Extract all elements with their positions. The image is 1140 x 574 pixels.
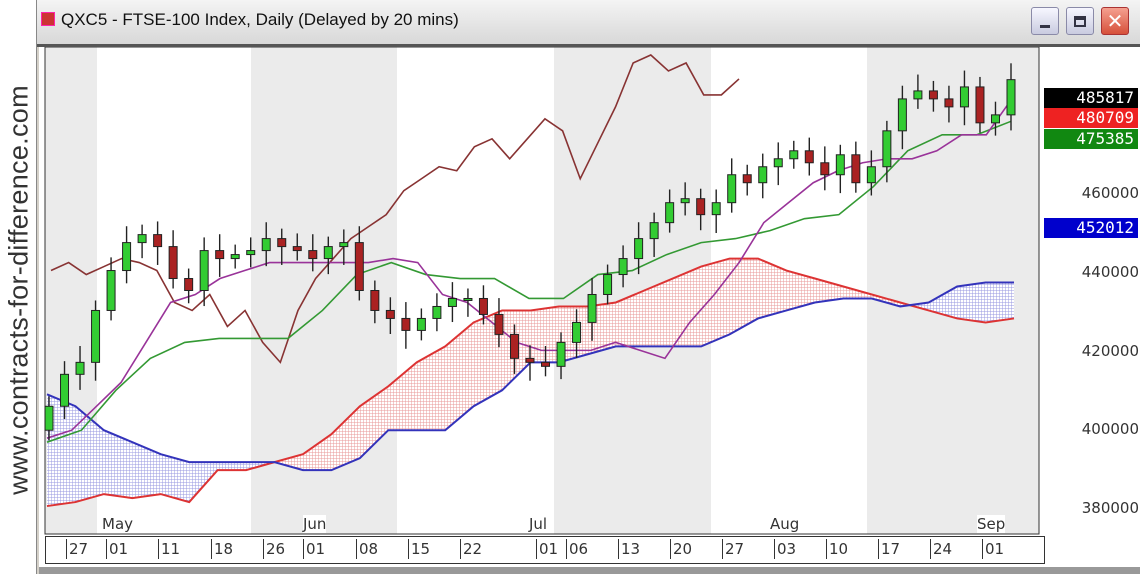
month-label: Jul: [529, 515, 548, 533]
y-tick: 380000: [1081, 499, 1139, 517]
x-tick: 15: [408, 539, 430, 559]
maximize-button[interactable]: [1066, 7, 1094, 35]
price-tag-kijun: 475385: [1044, 129, 1138, 149]
candlestick-plot[interactable]: [39, 47, 1140, 574]
x-tick: 01: [106, 539, 128, 559]
y-tick: 460000: [1081, 184, 1139, 202]
y-tick: 400000: [1081, 420, 1139, 438]
x-tick: 13: [618, 539, 640, 559]
price-tag-close: 485817: [1044, 88, 1138, 108]
x-tick: 10: [826, 539, 848, 559]
x-tick: 01: [303, 539, 325, 559]
title-bar[interactable]: QXC5 - FTSE-100 Index, Daily (Delayed by…: [37, 0, 1140, 47]
watermark: www.contracts-for-difference.com: [0, 0, 38, 574]
x-tick: 01: [536, 539, 558, 559]
chart-area[interactable]: 485817 480709 475385 452012 460000 44000…: [39, 47, 1140, 574]
x-tick: 01: [982, 539, 1004, 559]
month-label: May: [102, 515, 134, 533]
price-tag-senkou: 452012: [1044, 218, 1138, 238]
x-tick: 11: [158, 539, 180, 559]
x-axis[interactable]: 27 01 11 18 26 01 08 15 22 01 06 13 20 2…: [45, 536, 1045, 564]
window-bottom-border: [39, 567, 1140, 574]
x-tick: 18: [211, 539, 233, 559]
month-label: Aug: [770, 515, 800, 533]
app-icon: [41, 12, 55, 26]
month-label: Jun: [303, 515, 327, 533]
x-tick: 17: [878, 539, 900, 559]
x-tick: 26: [263, 539, 285, 559]
watermark-text: www.contracts-for-difference.com: [3, 85, 34, 495]
x-tick: 27: [66, 539, 88, 559]
x-tick: 03: [774, 539, 796, 559]
chart-window: QXC5 - FTSE-100 Index, Daily (Delayed by…: [36, 0, 1140, 574]
y-tick: 440000: [1081, 263, 1139, 281]
x-tick: 24: [930, 539, 952, 559]
y-tick: 420000: [1081, 342, 1139, 360]
x-tick: 22: [460, 539, 482, 559]
x-tick: 20: [670, 539, 692, 559]
maximize-icon: [1067, 8, 1093, 34]
close-icon: ✕: [1106, 9, 1124, 33]
price-tag-tenkan: 480709: [1044, 108, 1138, 128]
close-button[interactable]: ✕: [1101, 7, 1129, 35]
window-title: QXC5 - FTSE-100 Index, Daily (Delayed by…: [61, 10, 459, 29]
x-tick: 27: [722, 539, 744, 559]
x-tick: 08: [356, 539, 378, 559]
x-tick: 06: [566, 539, 588, 559]
month-label: Sep: [977, 515, 1006, 533]
minimize-icon: [1032, 8, 1058, 34]
minimize-button[interactable]: [1031, 7, 1059, 35]
